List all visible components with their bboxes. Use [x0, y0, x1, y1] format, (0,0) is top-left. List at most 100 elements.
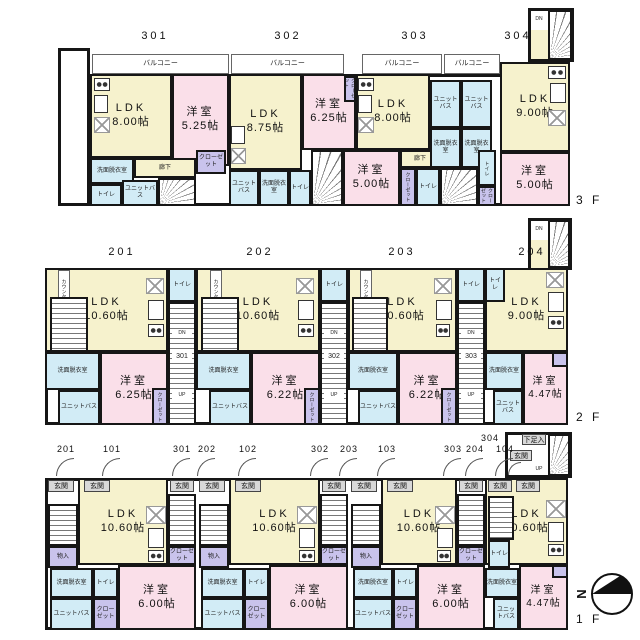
washroom-303: 洗面脱衣室	[430, 128, 461, 168]
stairwell-number-303: 303	[461, 352, 481, 361]
door-label-202: 202	[197, 444, 217, 454]
door-label-201: 201	[56, 444, 76, 454]
up-label: UP	[461, 392, 481, 399]
unit-bath-304: ユニットバス	[461, 80, 492, 128]
entrance-label-103: 玄関	[387, 480, 413, 492]
dn-label: DN	[324, 330, 344, 337]
north-letter: N	[574, 589, 589, 599]
washroom-301: 洗面脱衣室	[90, 158, 134, 184]
refrigerator-icon	[546, 500, 566, 518]
toilet-302: トイレ	[289, 170, 311, 206]
stair-landing-3f	[531, 30, 548, 59]
balcony-303: バルコニー	[362, 54, 442, 74]
stairs-up-204	[488, 496, 514, 540]
unit-bath-301: ユニットバス	[122, 180, 158, 206]
door-label-304: 304	[480, 433, 500, 443]
entrance-label-303: 玄関	[459, 480, 483, 492]
unit-bath-303: ユニットバス	[430, 80, 461, 128]
door-arc	[172, 458, 190, 476]
dn-label: DN	[172, 330, 192, 337]
stairs-3f-304	[548, 10, 572, 60]
door-arc	[197, 458, 215, 476]
unit-bath-204: ユニットバス	[493, 390, 523, 425]
stairs-up-303	[457, 494, 485, 546]
stove-icon	[94, 78, 110, 91]
stairs-up-301	[168, 494, 196, 546]
door-label-302: 302	[310, 444, 330, 454]
stairs-2f-304	[548, 220, 570, 268]
closet-202: クローゼット	[304, 388, 320, 425]
room-101-bedroom: 洋室 6.00帖	[118, 565, 196, 630]
balcony-304: バルコニー	[444, 54, 500, 74]
closet-103: クローゼット	[393, 598, 417, 630]
sink-icon	[550, 83, 566, 103]
toilet-102: トイレ	[244, 568, 269, 598]
refrigerator-icon	[434, 278, 452, 294]
closet-302: クローゼット	[343, 76, 356, 102]
stair-shaft-303	[457, 302, 485, 425]
room-103-bedroom: 洋室 6.00帖	[417, 565, 485, 630]
room-102-bedroom: 洋室 6.00帖	[269, 565, 348, 630]
unit-bath-201: ユニットバス	[58, 390, 100, 425]
entrance-label-202: 玄関	[199, 480, 225, 492]
stairs-up-302	[320, 494, 348, 546]
door-label-303: 303	[443, 444, 463, 454]
closet-under-stairs-303: クローゼット	[457, 546, 485, 565]
door-arc	[377, 458, 395, 476]
entrance-label-203: 玄関	[351, 480, 377, 492]
door-arc	[310, 458, 328, 476]
floor-label-3f: 3 F	[576, 193, 603, 207]
washroom-102: 洗面脱衣室	[201, 568, 244, 598]
stair-landing-2f	[531, 240, 548, 268]
room-301-ldk: LDK 8.00帖	[90, 74, 172, 158]
toilet-104: トイレ	[488, 540, 510, 568]
refrigerator-icon	[146, 506, 166, 524]
closet-201: クローゼット	[152, 388, 168, 425]
unit-bath-203: ユニットバス	[358, 390, 398, 425]
washroom-204: 洗面脱衣室	[485, 352, 523, 390]
door-label-204: 204	[465, 444, 485, 454]
side-wall-3f	[58, 48, 90, 206]
closet-203: クローゼット	[441, 388, 457, 425]
sink-icon	[437, 528, 453, 548]
toilet-304: トイレ	[478, 150, 496, 186]
stove-icon	[148, 550, 164, 562]
stair-shaft-302	[320, 302, 348, 425]
closet-under-stairs-302: クローゼット	[320, 546, 348, 565]
closet-303: クローゼット	[400, 168, 416, 206]
washroom-302: 洗面脱衣室	[259, 170, 289, 206]
door-arc	[102, 458, 120, 476]
stairwell-number-301: 301	[172, 352, 192, 361]
entrance-label-304: 玄関	[510, 450, 532, 461]
entrance-label-104: 玄関	[516, 480, 540, 492]
door-arc	[443, 458, 461, 476]
sink-icon	[148, 528, 164, 548]
unit-number-203: 203	[388, 246, 416, 258]
entrance-label-201: 玄関	[48, 480, 74, 492]
toilet-103: トイレ	[393, 568, 417, 598]
sink-icon	[148, 300, 164, 320]
washroom-202: 洗面脱衣室	[196, 352, 251, 390]
entrance-label-302: 玄関	[322, 480, 346, 492]
refrigerator-icon	[297, 506, 317, 524]
toilet-201: トイレ	[168, 268, 196, 302]
washroom-104: 洗面脱衣室	[485, 568, 519, 598]
toilet-303: トイレ	[416, 168, 440, 206]
washroom-103: 洗面脱衣室	[353, 568, 393, 598]
stairwell-number-302: 302	[324, 352, 344, 361]
up-label: UP	[172, 392, 192, 399]
door-label-301: 301	[172, 444, 192, 454]
toilet-101: トイレ	[93, 568, 118, 598]
refrigerator-icon	[358, 117, 374, 133]
closet-102: クローゼット	[244, 598, 269, 630]
stove-icon	[436, 324, 450, 337]
door-arc	[465, 458, 483, 476]
toilet-204: トイレ	[485, 268, 505, 302]
closet-304: クローゼット	[478, 186, 496, 206]
room-204-bedroom: 洋室 4.47帖	[523, 352, 568, 425]
unit-bath-302: ユニットバス	[229, 170, 259, 206]
refrigerator-icon	[146, 278, 164, 294]
unit-bath-202: ユニットバス	[209, 390, 251, 425]
storage-103: 物入	[351, 546, 381, 568]
sink-icon	[298, 300, 314, 320]
